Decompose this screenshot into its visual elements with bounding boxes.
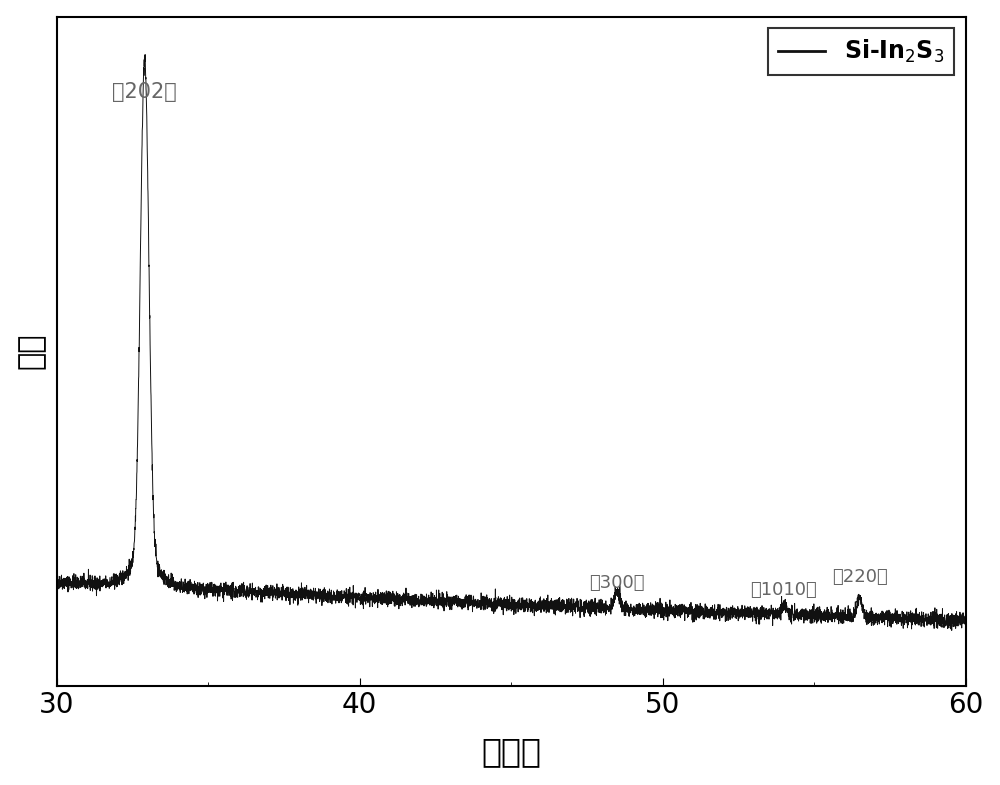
Legend: Si-In$_2$S$_3$: Si-In$_2$S$_3$ [768,28,954,75]
Text: （300）: （300） [589,575,645,593]
X-axis label: 入射角: 入射角 [481,736,541,769]
Text: （220）: （220） [832,568,887,586]
Text: （1010）: （1010） [750,581,817,599]
Y-axis label: 强度: 强度 [17,333,46,370]
Text: （202）: （202） [112,82,177,102]
